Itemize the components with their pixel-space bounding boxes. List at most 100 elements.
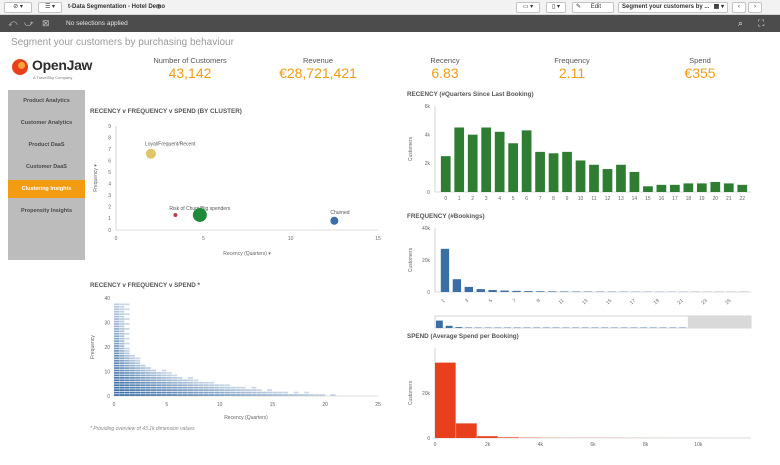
logo-tagline: A TravelSky Company — [33, 75, 73, 80]
y-tick-label: 2k — [425, 161, 431, 167]
heat-cell — [251, 394, 257, 396]
nav-product-analytics[interactable]: Product Analytics — [23, 98, 70, 104]
heat-cell — [150, 372, 157, 374]
heat-cell — [224, 394, 230, 396]
heat-cell — [219, 394, 225, 396]
kpi-recency[interactable]: Recency 6.83 — [395, 56, 495, 82]
heat-cell — [119, 323, 125, 325]
heat-cell — [124, 313, 130, 316]
x-tick-label: 3 — [485, 196, 488, 202]
selections-tool-icon[interactable]: ⛶ — [758, 18, 765, 28]
nav-clustering-insights[interactable]: Clustering Insights — [8, 180, 85, 198]
heat-cell — [187, 394, 193, 396]
heat-cell — [124, 367, 130, 369]
heat-cell — [166, 386, 172, 389]
kpi-spend[interactable]: Spend €355 — [650, 56, 750, 82]
story-button[interactable]: ▭ ▾ — [516, 2, 540, 13]
selection-back-icon[interactable]: ⤺ — [8, 18, 18, 28]
heat-cell — [135, 372, 141, 374]
y-tick-label: 6 — [108, 158, 111, 164]
list-menu-button[interactable]: ☰ ▾ — [38, 2, 62, 13]
scrollbar-bar — [436, 320, 443, 328]
device-button[interactable]: ▯ ▾ — [546, 2, 566, 13]
heat-cell — [114, 308, 120, 311]
x-tick-label: 10 — [217, 402, 223, 408]
heat-cell — [145, 379, 151, 382]
heat-cell — [166, 391, 172, 394]
kpi-value: 2.11 — [558, 65, 586, 81]
nav-customer-daas[interactable]: Customer DaaS — [26, 164, 67, 170]
heat-cell — [114, 367, 120, 369]
cluster-scatter-chart[interactable]: 0 1 2 3 4 5 6 7 8 9 0 5 10 15 Recency (Quarters) ▾ Freq… — [86, 118, 386, 258]
kpi-label: Revenue — [302, 56, 334, 65]
scrollbar-bar — [455, 327, 463, 328]
heat-cell — [114, 391, 120, 394]
recency-frequency-heatmap[interactable]: 0 10 20 30 40 0 5 10 15 20 25 Recency (Quarters) Fre… — [86, 292, 386, 426]
heat-cell — [124, 303, 130, 306]
frequency-chart-title: FREQUENCY (#Bookings) — [407, 213, 485, 220]
heat-cell — [119, 315, 125, 318]
kpi-customers[interactable]: Number of Customers 43,142 — [140, 56, 240, 82]
x-tick-label: 15 — [645, 196, 651, 202]
heat-cell — [209, 384, 215, 387]
heat-cell — [293, 391, 299, 394]
kpi-frequency[interactable]: Frequency 2.11 — [522, 56, 622, 82]
heat-cell — [224, 391, 230, 394]
x-tick-label: 18 — [686, 196, 692, 202]
nav-product-daas[interactable]: Product DaaS — [28, 142, 65, 148]
search-icon[interactable]: ⌕ — [738, 18, 744, 28]
heat-cell — [230, 391, 236, 394]
sheet-selector[interactable]: Segment your customers by ... ▦ ▾ — [618, 2, 728, 13]
heat-cell — [214, 386, 220, 389]
heat-cell — [198, 391, 204, 394]
spend-bar-chart[interactable]: 0 20k 0 2k 4k 6k 8k 10k Customers — [403, 342, 755, 452]
heat-cell — [135, 369, 141, 372]
nav-propensity-insights[interactable]: Propensity Insights — [20, 208, 73, 214]
heat-cell — [161, 394, 167, 396]
heat-cell — [240, 389, 246, 391]
heat-cell — [124, 384, 130, 387]
heat-cell — [161, 374, 167, 377]
edit-button[interactable]: ✎ Edit — [572, 2, 614, 13]
heat-cell — [214, 394, 220, 396]
cluster-label: Churned — [330, 210, 349, 216]
heat-cell — [224, 384, 230, 387]
x-tick-label: 22 — [739, 196, 745, 202]
x-tick-label: 1 — [440, 298, 446, 305]
heat-cell — [161, 372, 167, 374]
next-sheet-button[interactable]: › — [748, 2, 762, 13]
heat-cell — [124, 308, 130, 311]
heat-cell — [172, 381, 178, 384]
y-tick-label: 1 — [108, 216, 111, 222]
openjaw-logo-icon — [12, 59, 28, 75]
previous-sheet-button[interactable]: ‹ — [732, 2, 746, 13]
heat-cell — [114, 325, 120, 328]
x-tick-label: 5 — [202, 236, 205, 242]
edit-label: Edit — [590, 4, 602, 10]
heat-cell — [193, 389, 199, 391]
bar — [500, 290, 509, 292]
nav-customer-analytics[interactable]: Customer Analytics — [20, 120, 73, 126]
bar — [616, 164, 626, 192]
heat-cell — [187, 391, 193, 394]
heat-cell — [161, 369, 167, 372]
clear-selections-icon[interactable]: ⊠ — [42, 18, 50, 28]
heat-cell — [124, 342, 130, 345]
heat-cell — [119, 364, 125, 367]
scrollbar-bar — [445, 325, 453, 328]
heat-cell — [119, 377, 125, 379]
heat-cell — [129, 377, 135, 379]
heat-cell — [272, 394, 278, 396]
heat-cell — [172, 384, 178, 387]
x-tick-label: 13 — [618, 196, 624, 202]
selection-forward-icon[interactable]: ⤻ — [24, 18, 34, 28]
heat-cell — [235, 386, 241, 389]
heat-cell — [119, 374, 125, 377]
kpi-revenue[interactable]: Revenue €28,721,421 — [268, 56, 368, 82]
navigation-menu-button[interactable]: ⊘ ▾ — [4, 2, 32, 13]
x-tick-label: 5 — [488, 298, 494, 305]
heat-cell — [124, 352, 130, 355]
